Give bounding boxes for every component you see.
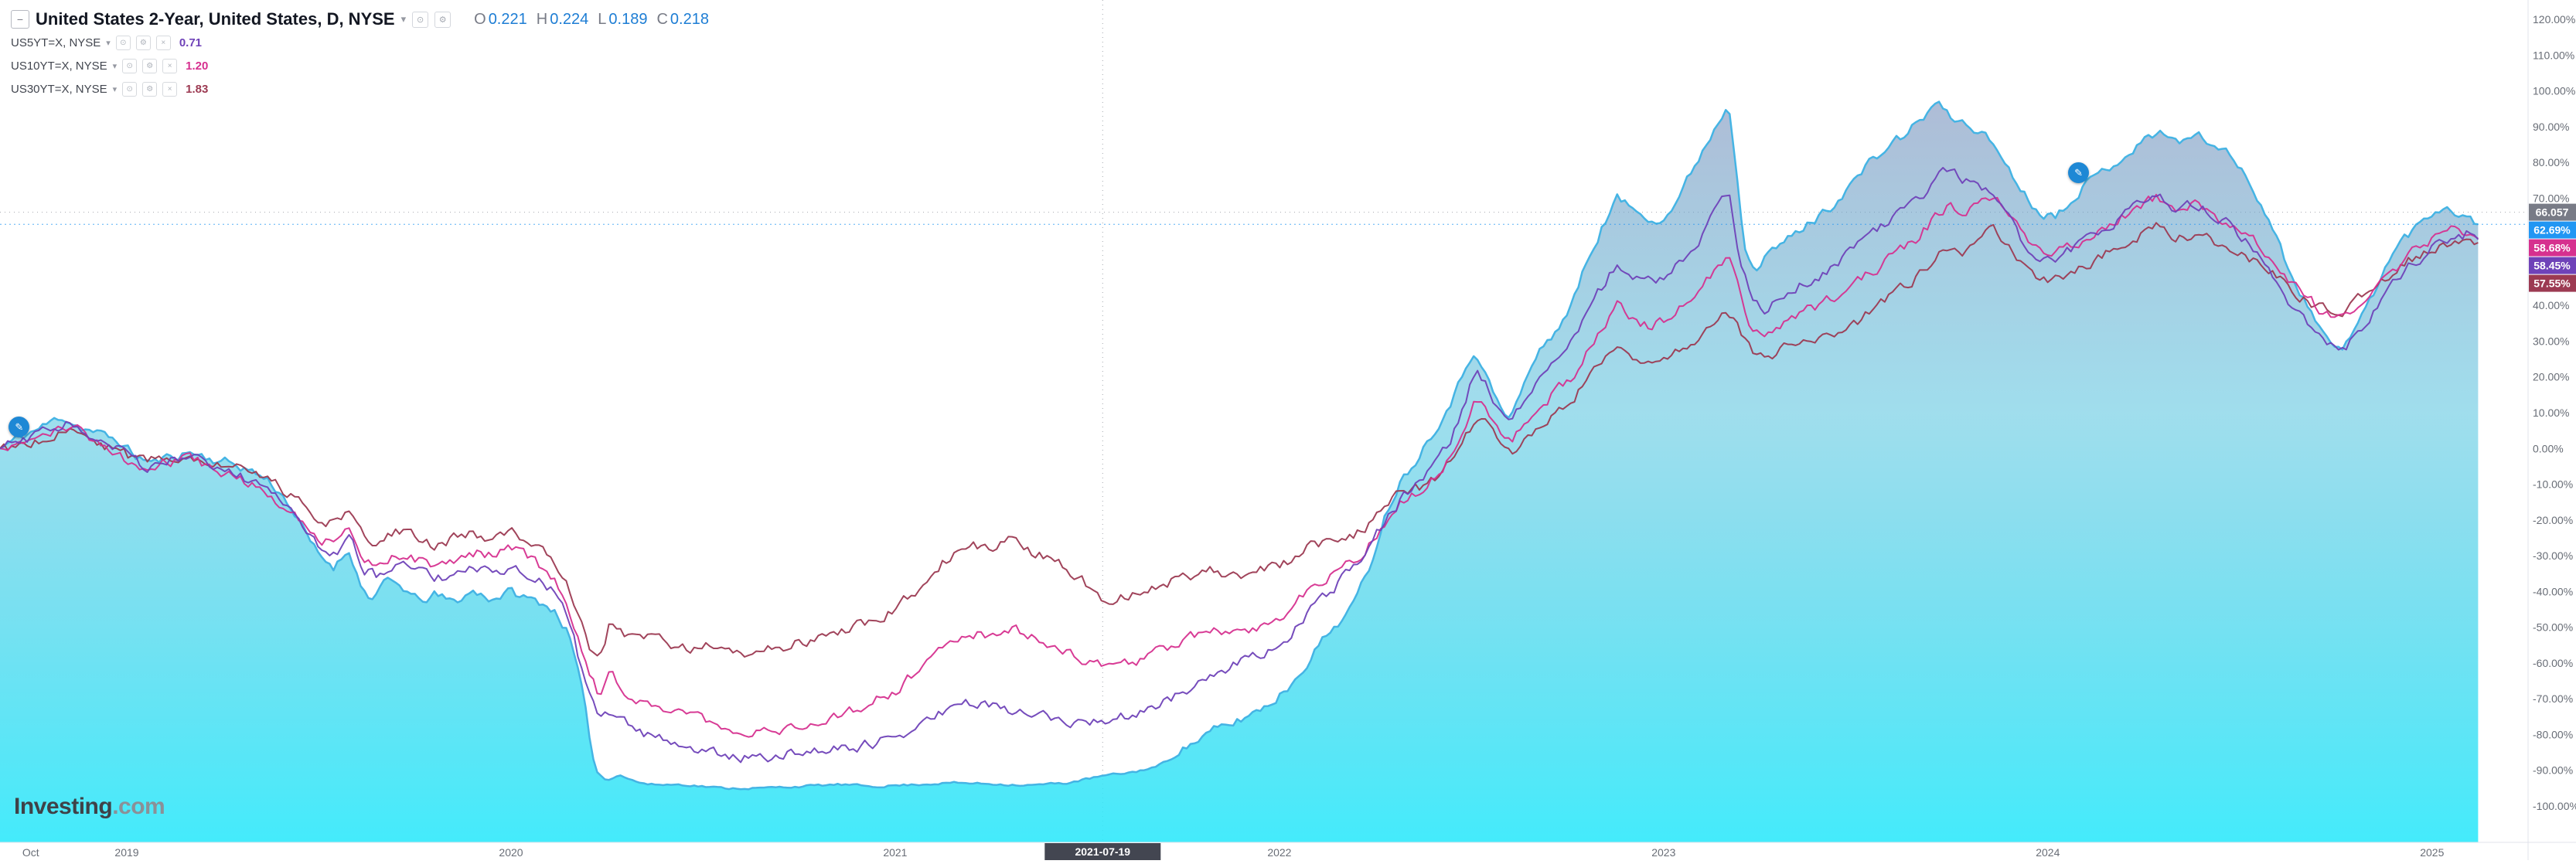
overlay-symbol: US10YT=X, NYSE: [11, 59, 107, 73]
svg-text:40.00%: 40.00%: [2533, 299, 2569, 311]
svg-text:-70.00%: -70.00%: [2533, 692, 2573, 705]
svg-text:-30.00%: -30.00%: [2533, 549, 2573, 562]
high-label: H: [536, 10, 548, 28]
crosshair-date-tag: 2021-07-19: [1044, 843, 1161, 860]
svg-text:80.00%: 80.00%: [2533, 156, 2569, 168]
svg-text:58.45%: 58.45%: [2533, 260, 2571, 272]
price-axis[interactable]: 120.00% 110.00% 100.00% 90.00% 80.00% 70.00% 6…: [2533, 13, 2576, 812]
price-tag: 62.69%: [2529, 221, 2576, 239]
main-series-row: − United States 2-Year, United States, D…: [11, 8, 709, 31]
close-value: 0.218: [670, 10, 709, 28]
price-tags: 66.057 62.69% 58.68% 58.45% 57.55%: [2529, 203, 2576, 292]
svg-text:2021: 2021: [883, 846, 907, 859]
note-pin[interactable]: ✎: [2068, 162, 2090, 184]
svg-text:Oct: Oct: [22, 846, 39, 859]
svg-text:-40.00%: -40.00%: [2533, 585, 2573, 597]
overlay-last-value: 0.71: [179, 36, 203, 49]
close-icon[interactable]: ×: [162, 58, 178, 73]
eye-icon[interactable]: ⊙: [115, 35, 131, 50]
settings-icon[interactable]: ⚙: [434, 11, 451, 28]
low-label: L: [598, 10, 607, 28]
overlay-row-us30y: US30YT=X, NYSE ▾ ⊙ ⚙ × 1.83: [11, 77, 709, 100]
price-axis-background: [2528, 0, 2576, 860]
open-value: 0.221: [488, 10, 527, 28]
line-series-us30y[interactable]: [0, 222, 2479, 658]
svg-text:100.00%: 100.00%: [2533, 85, 2575, 97]
line-series-us10y[interactable]: [0, 193, 2479, 738]
price-tag: 66.057: [2529, 203, 2576, 221]
price-tag: 58.45%: [2529, 257, 2576, 274]
svg-text:66.057: 66.057: [2536, 206, 2569, 219]
overlay-symbol: US30YT=X, NYSE: [11, 82, 107, 96]
svg-text:2019: 2019: [114, 846, 138, 859]
svg-text:120.00%: 120.00%: [2533, 13, 2575, 26]
chart-header: − United States 2-Year, United States, D…: [11, 8, 709, 100]
area-series-us2y[interactable]: [0, 100, 2479, 843]
svg-text:-10.00%: -10.00%: [2533, 478, 2573, 491]
close-label: C: [656, 10, 668, 28]
note-pin[interactable]: ✎: [9, 417, 30, 437]
logo-suffix: .com: [112, 794, 165, 819]
high-value: 0.224: [550, 10, 589, 28]
price-tag: 57.55%: [2529, 274, 2576, 292]
svg-text:-20.00%: -20.00%: [2533, 514, 2573, 526]
chevron-down-icon[interactable]: ▾: [112, 61, 118, 71]
svg-text:110.00%: 110.00%: [2533, 49, 2574, 61]
svg-text:2024: 2024: [2036, 846, 2060, 859]
svg-text:2023: 2023: [1651, 846, 1675, 859]
overlay-row-us5y: US5YT=X, NYSE ▾ ⊙ ⚙ × 0.71: [11, 31, 709, 54]
time-axis-background: [0, 842, 2576, 860]
svg-text:0.00%: 0.00%: [2533, 442, 2564, 454]
svg-text:62.69%: 62.69%: [2533, 224, 2571, 236]
price-tag: 58.68%: [2529, 239, 2576, 257]
eye-icon[interactable]: ⊙: [122, 81, 138, 97]
svg-text:20.00%: 20.00%: [2533, 371, 2569, 383]
svg-text:-90.00%: -90.00%: [2533, 764, 2573, 777]
svg-text:2020: 2020: [499, 846, 523, 859]
svg-text:2022: 2022: [1267, 846, 1291, 859]
svg-text:10.00%: 10.00%: [2533, 406, 2569, 419]
svg-text:2021-07-19: 2021-07-19: [1075, 845, 1130, 858]
chevron-down-icon[interactable]: ▾: [400, 13, 407, 25]
open-label: O: [474, 10, 486, 28]
chevron-down-icon[interactable]: ▾: [112, 84, 118, 94]
overlay-last-value: 1.83: [186, 82, 209, 96]
logo-main: Investing: [14, 794, 113, 819]
chart-title: United States 2-Year, United States, D, …: [36, 9, 395, 29]
investing-logo: Investing.com: [14, 794, 165, 820]
svg-text:-60.00%: -60.00%: [2533, 657, 2573, 669]
overlay-symbol: US5YT=X, NYSE: [11, 36, 101, 49]
svg-text:58.68%: 58.68%: [2533, 242, 2571, 254]
svg-text:30.00%: 30.00%: [2533, 335, 2569, 348]
time-axis[interactable]: Oct 2019 2020 2021 2022 2023 2024 2025: [22, 846, 2445, 859]
close-icon[interactable]: ×: [155, 35, 171, 50]
chevron-down-icon[interactable]: ▾: [106, 38, 111, 48]
svg-text:2025: 2025: [2420, 846, 2444, 859]
close-icon[interactable]: ×: [162, 81, 178, 97]
svg-text:90.00%: 90.00%: [2533, 121, 2569, 133]
settings-icon[interactable]: ⚙: [135, 35, 151, 50]
svg-text:-100.00%: -100.00%: [2533, 800, 2576, 812]
eye-icon[interactable]: ⊙: [122, 58, 138, 73]
settings-icon[interactable]: ⚙: [142, 58, 158, 73]
overlay-row-us10y: US10YT=X, NYSE ▾ ⊙ ⚙ × 1.20: [11, 54, 709, 77]
legend-collapse-icon[interactable]: −: [11, 10, 29, 29]
svg-text:57.55%: 57.55%: [2533, 277, 2571, 290]
overlay-last-value: 1.20: [186, 59, 209, 73]
ohlc-values: O 0.221 H 0.224 L 0.189 C 0.218: [465, 11, 709, 29]
svg-text:-80.00%: -80.00%: [2533, 729, 2573, 741]
svg-text:-50.00%: -50.00%: [2533, 621, 2573, 634]
eye-icon[interactable]: ⊙: [412, 11, 429, 28]
low-value: 0.189: [608, 10, 648, 28]
svg-text:70.00%: 70.00%: [2533, 192, 2569, 204]
line-series-us5y[interactable]: [0, 167, 2479, 764]
settings-icon[interactable]: ⚙: [142, 81, 158, 97]
